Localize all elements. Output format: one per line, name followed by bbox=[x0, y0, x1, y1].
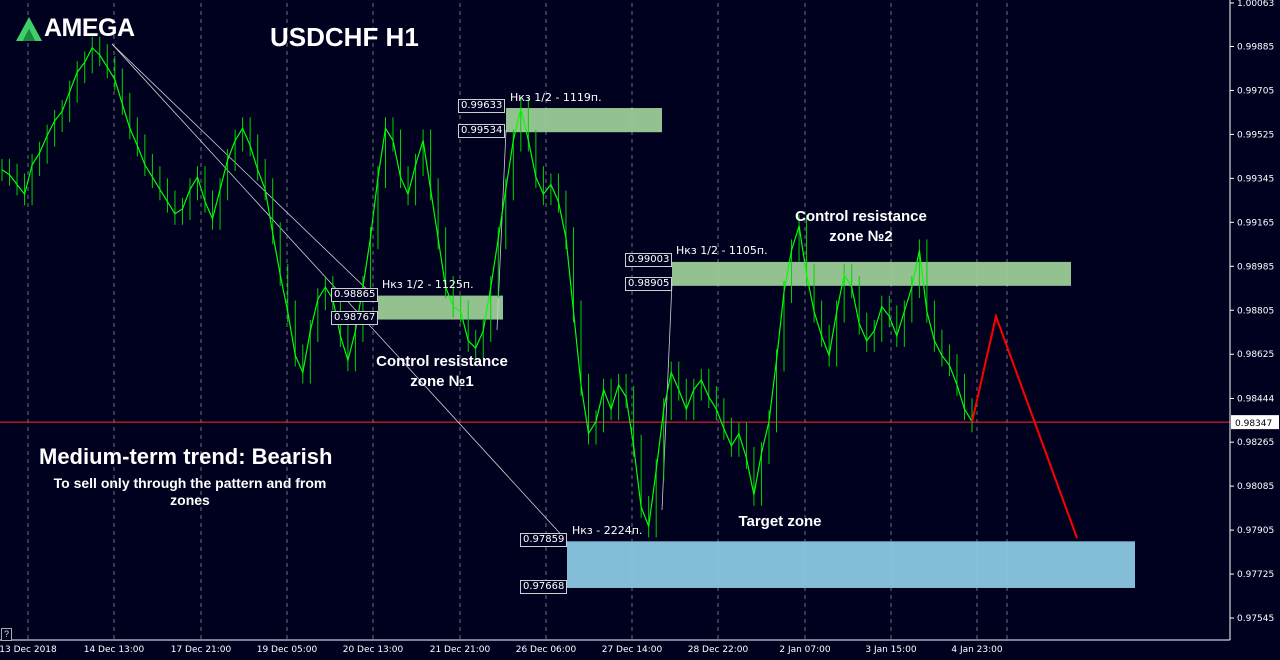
time-tick-label: 26 Dec 06:00 bbox=[516, 645, 577, 655]
current-price-badge bbox=[1231, 415, 1279, 430]
control-zone-1-line2: zone №1 bbox=[410, 373, 474, 390]
time-tick-label: 4 Jan 23:00 bbox=[951, 645, 1003, 655]
trend-subtitle: To sell only through the pattern and fro… bbox=[53, 475, 327, 508]
time-tick-label: 19 Dec 05:00 bbox=[257, 645, 318, 655]
zone-rect bbox=[378, 295, 503, 320]
target-zone-label: Target zone bbox=[738, 513, 822, 530]
price-line bbox=[1, 46, 973, 527]
time-tick-label: 3 Jan 15:00 bbox=[865, 645, 917, 655]
zone-3-label: Нкз 1/2 - 1105п. bbox=[676, 244, 768, 257]
zone-rect bbox=[567, 541, 1135, 588]
zone-4-label: Нкз - 2224п. bbox=[572, 524, 643, 537]
logo-text: AMEGA bbox=[44, 14, 135, 42]
zone-3-bottom-price: 0.98905 bbox=[625, 277, 673, 291]
time-tick-label: 27 Dec 14:00 bbox=[602, 645, 663, 655]
zone-rect bbox=[506, 108, 662, 133]
trend-line bbox=[111, 43, 379, 301]
price-tick-label: 0.98085 bbox=[1237, 482, 1274, 492]
logo-mark-icon bbox=[16, 16, 42, 41]
projection-line bbox=[971, 312, 1078, 539]
zone-2-bottom-price: 0.99534 bbox=[458, 124, 506, 138]
time-tick-label: 28 Dec 22:00 bbox=[688, 645, 749, 655]
zone-1-bottom-price: 0.98767 bbox=[331, 311, 379, 325]
price-tick-label: 0.98444 bbox=[1237, 394, 1274, 404]
zone-layer bbox=[378, 108, 1135, 588]
price-tick-label: 0.97905 bbox=[1237, 526, 1274, 536]
price-tick-label: 0.98985 bbox=[1237, 262, 1274, 272]
zone-4-bottom-price: 0.97668 bbox=[520, 580, 568, 594]
time-tick-label: 17 Dec 21:00 bbox=[171, 645, 232, 655]
chart-title: USDCHF H1 bbox=[270, 22, 419, 52]
current-price-label: 0.98347 bbox=[1235, 419, 1272, 429]
zone-2-top-price: 0.99633 bbox=[458, 99, 506, 113]
time-tick-label: 21 Dec 21:00 bbox=[430, 645, 491, 655]
price-tick-label: 0.98265 bbox=[1237, 438, 1274, 448]
projection-path bbox=[971, 312, 1078, 539]
zone-4-top-price: 0.97859 bbox=[520, 533, 568, 547]
control-zone-2-label: Control resistance zone №2 bbox=[781, 207, 941, 247]
time-tick-label: 14 Dec 13:00 bbox=[84, 645, 145, 655]
price-tick-label: 1.00063 bbox=[1237, 0, 1274, 9]
zone-1-top-price: 0.98865 bbox=[331, 288, 379, 302]
price-tick-label: 0.97545 bbox=[1237, 614, 1274, 624]
control-zone-2-line2: zone №2 bbox=[829, 228, 893, 245]
trend-title: Medium-term trend: Bearish bbox=[39, 444, 333, 469]
help-button[interactable]: ? bbox=[1, 628, 12, 641]
price-series bbox=[1, 36, 973, 538]
price-tick-label: 0.99705 bbox=[1237, 86, 1274, 96]
price-tick-label: 0.98805 bbox=[1237, 306, 1274, 316]
price-tick-label: 0.99165 bbox=[1237, 218, 1274, 228]
zone-2-label: Нкз 1/2 - 1119п. bbox=[510, 91, 602, 104]
price-tick-label: 0.99525 bbox=[1237, 130, 1274, 140]
amega-logo: AMEGA bbox=[16, 14, 135, 43]
zone-1-label: Нкз 1/2 - 1125п. bbox=[382, 278, 474, 291]
price-tick-label: 0.99885 bbox=[1237, 42, 1274, 52]
price-tick-label: 0.97725 bbox=[1237, 570, 1274, 580]
price-tick-label: 0.99345 bbox=[1237, 174, 1274, 184]
time-tick-label: 20 Dec 13:00 bbox=[343, 645, 404, 655]
control-zone-1-line1: Control resistance bbox=[376, 353, 508, 370]
price-tick-label: 0.98625 bbox=[1237, 350, 1274, 360]
control-zone-2-line1: Control resistance bbox=[795, 208, 927, 225]
control-zone-1-label: Control resistance zone №1 bbox=[362, 352, 522, 392]
time-tick-label: 13 Dec 2018 bbox=[0, 645, 57, 655]
time-tick-label: 2 Jan 07:00 bbox=[779, 645, 831, 655]
zone-rect bbox=[672, 261, 1071, 286]
zone-3-top-price: 0.99003 bbox=[625, 253, 673, 267]
